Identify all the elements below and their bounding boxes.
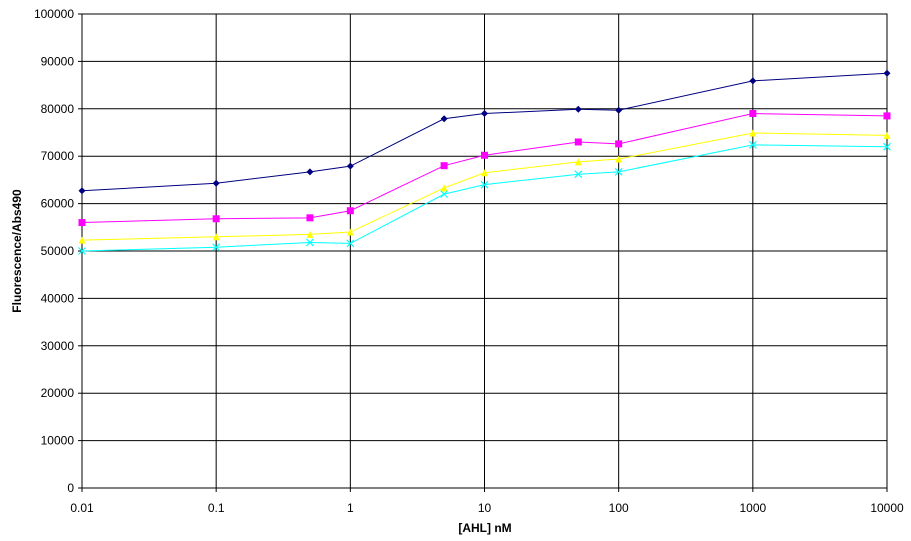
x-tick-label: 0.1 (208, 501, 225, 515)
x-axis-label: [AHL] nM (458, 521, 511, 535)
x-tick-label: 10000 (870, 501, 904, 515)
marker (212, 243, 221, 252)
marker (481, 151, 488, 159)
marker (440, 162, 448, 170)
marker (440, 190, 449, 199)
y-tick-label: 90000 (41, 54, 75, 68)
marker (346, 207, 354, 215)
marker (748, 140, 757, 149)
marker (346, 228, 354, 236)
marker (306, 168, 314, 176)
marker (212, 233, 220, 241)
marker (574, 138, 582, 146)
marker (346, 239, 355, 248)
marker (306, 214, 314, 222)
y-tick-label: 80000 (41, 102, 75, 116)
marker (574, 170, 583, 179)
marker (212, 215, 220, 223)
marker (574, 105, 582, 113)
y-tick-label: 70000 (41, 149, 75, 163)
marker (78, 219, 86, 227)
y-tick-label: 50000 (41, 244, 75, 258)
marker (749, 129, 757, 137)
marker (614, 167, 623, 176)
marker (883, 131, 891, 139)
marker (440, 115, 448, 123)
y-tick-label: 0 (67, 481, 74, 495)
x-tick-label: 1 (347, 501, 354, 515)
y-axis-label: Fluorescence/Abs490 (10, 189, 24, 313)
marker (306, 238, 314, 247)
y-tick-label: 30000 (41, 339, 75, 353)
x-tick-label: 10 (478, 501, 492, 515)
y-tick-label: 20000 (41, 386, 75, 400)
series-line (81, 144, 888, 252)
marker (574, 158, 582, 166)
marker (749, 77, 757, 85)
marker (615, 155, 623, 163)
marker (615, 106, 623, 114)
y-tick-label: 10000 (41, 434, 75, 448)
marker (346, 162, 354, 170)
marker (440, 184, 448, 192)
y-tick-label: 60000 (41, 197, 75, 211)
series-line (81, 113, 888, 224)
marker (615, 140, 623, 148)
marker (306, 230, 314, 238)
marker (883, 69, 891, 77)
marker (78, 187, 86, 195)
x-tick-label: 100 (609, 501, 629, 515)
marker (481, 169, 488, 177)
y-tick-label: 40000 (41, 291, 75, 305)
marker (883, 112, 891, 120)
series-line (81, 72, 888, 192)
marker (78, 236, 86, 244)
x-tick-label: 1000 (739, 501, 766, 515)
x-tick-label: 0.01 (70, 501, 94, 515)
series-line (81, 132, 888, 241)
marker (883, 142, 891, 151)
marker (78, 247, 86, 255)
marker (480, 180, 489, 189)
marker (481, 110, 488, 118)
marker (749, 110, 757, 118)
marker (212, 179, 220, 187)
y-tick-label: 100000 (34, 7, 74, 21)
